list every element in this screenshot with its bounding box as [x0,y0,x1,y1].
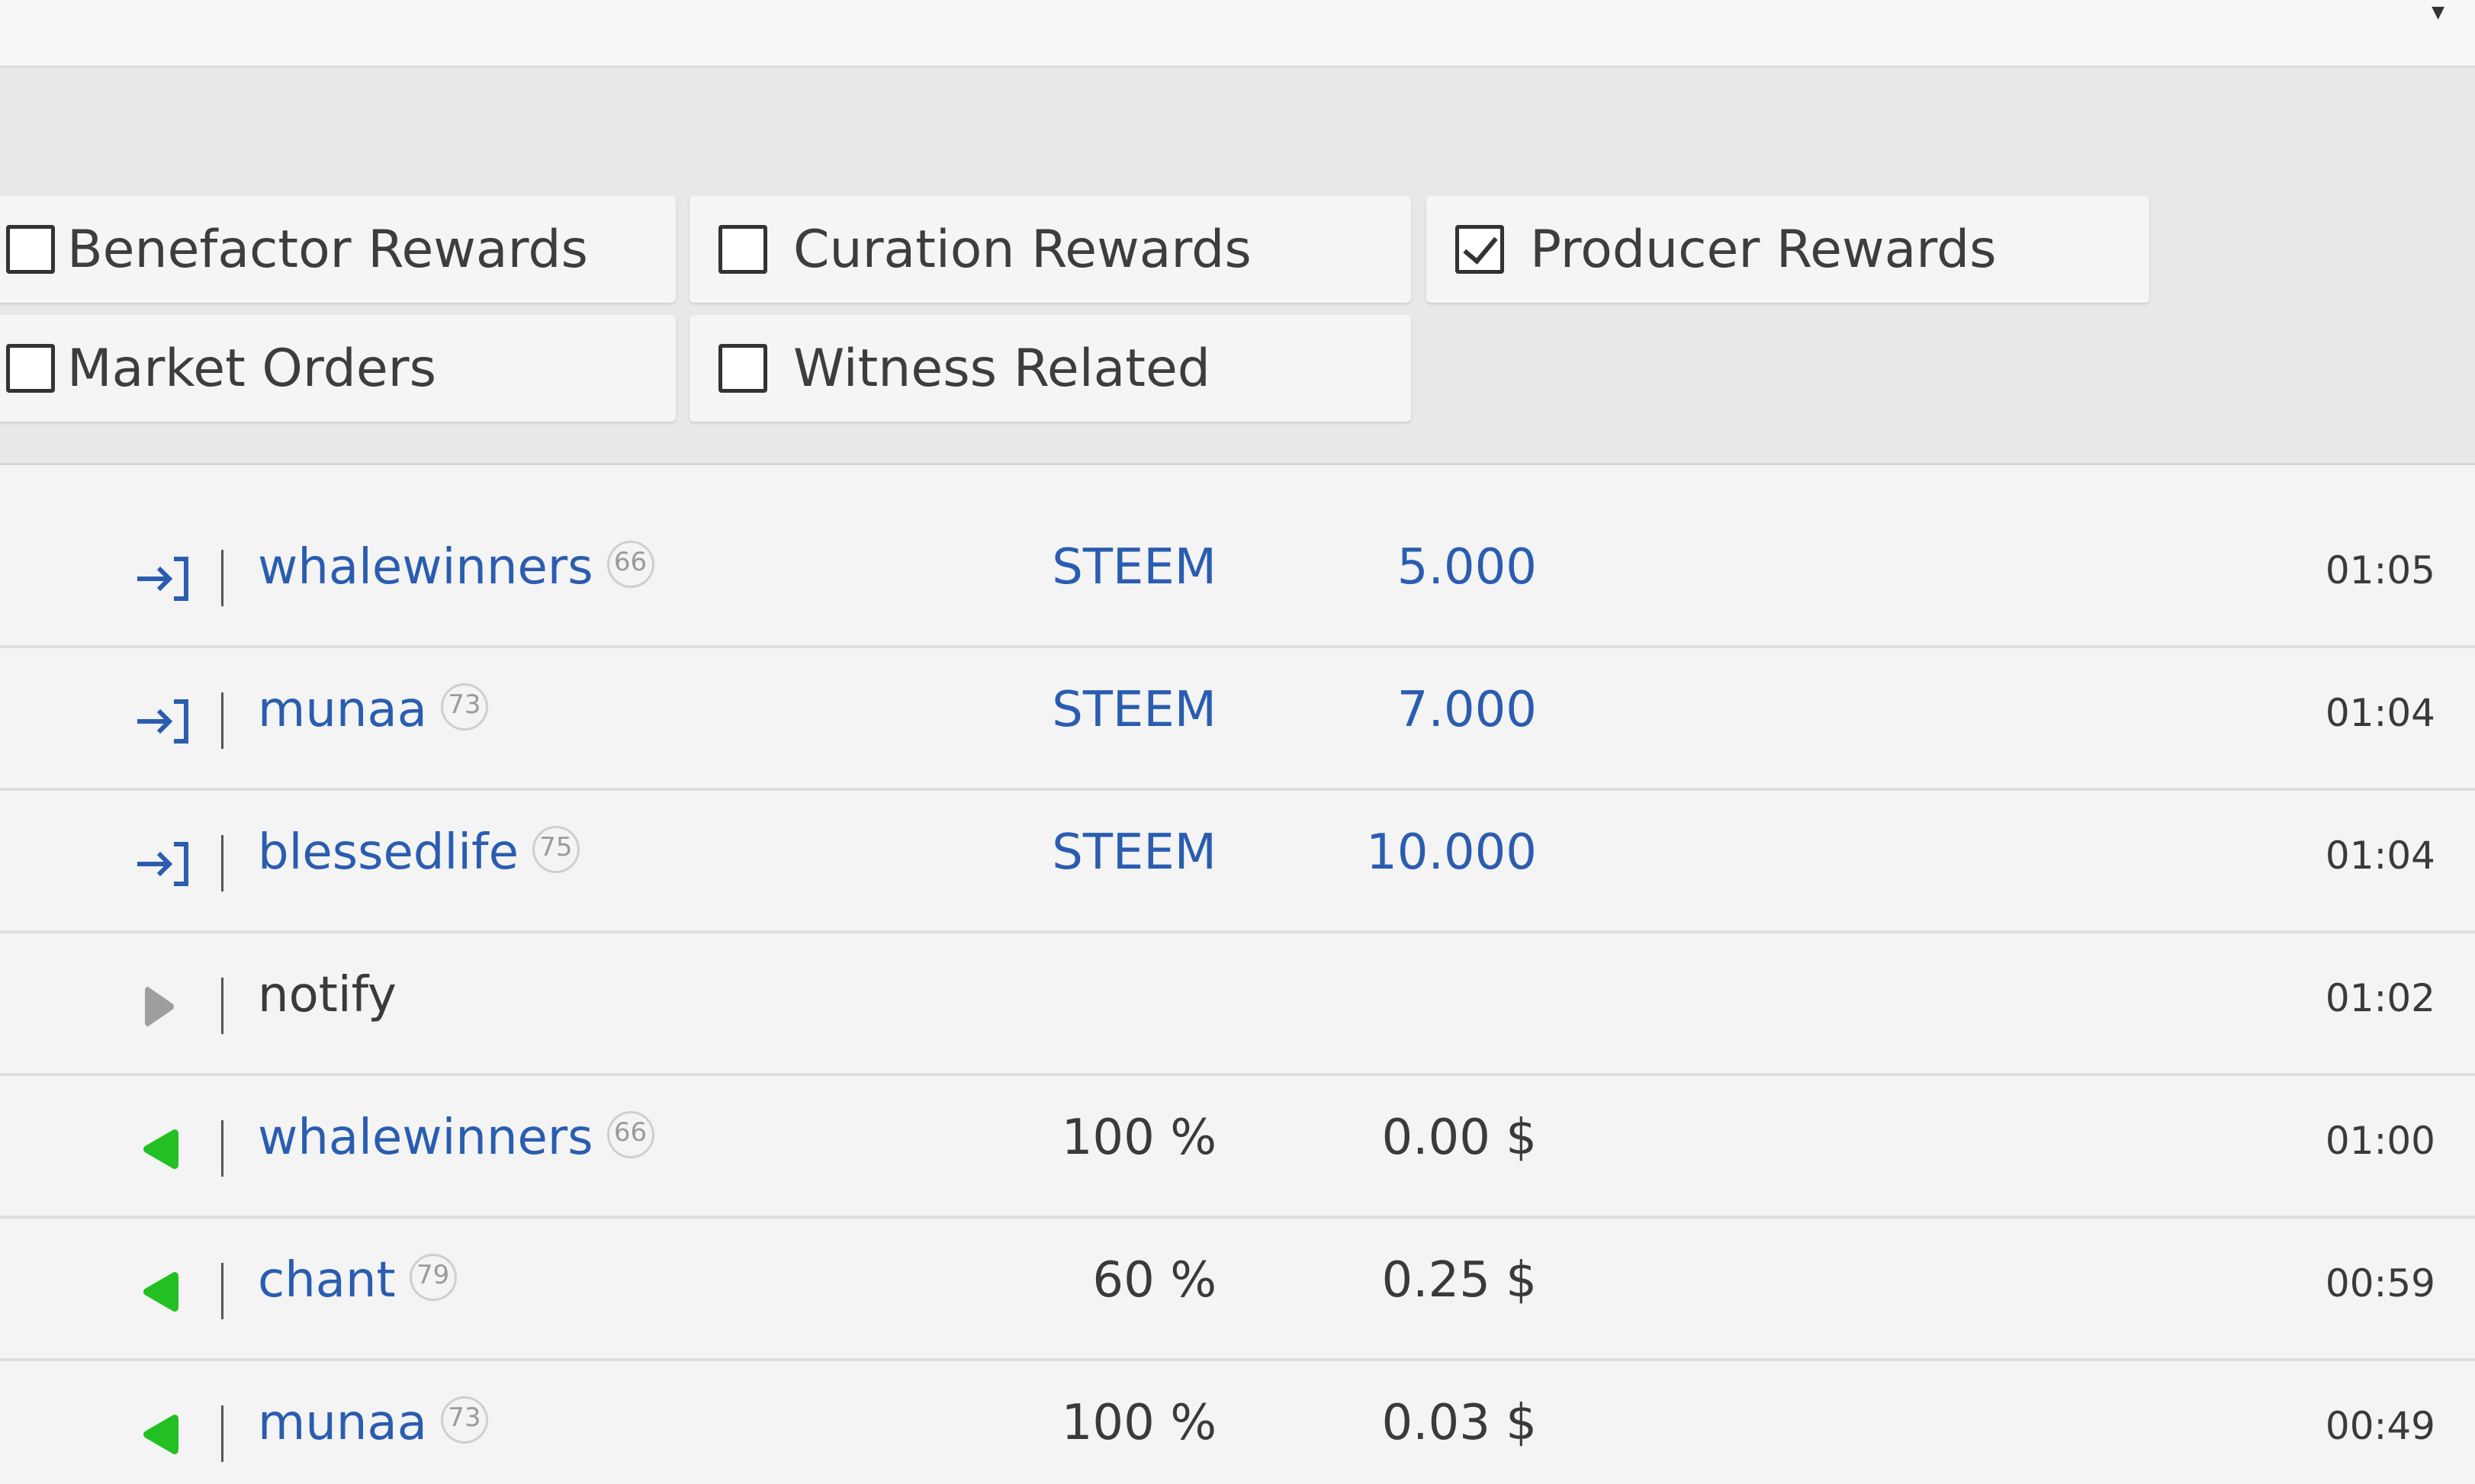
reputation-badge: 75 [532,826,580,873]
timestamp: 01:05 [2325,548,2435,593]
filter-label: Curation Rewards [793,219,1252,280]
checkbox[interactable] [718,344,767,393]
vote-value: 0.03 $ [1381,1395,1537,1451]
transfer-in-icon [137,842,188,886]
timestamp: 01:04 [2325,834,2435,878]
list-item: munaa 73 100 % 0.03 $ 00:49 [0,1361,2475,1484]
filter-label: Producer Rewards [1530,219,1997,280]
list-item: chant 79 60 % 0.25 $ 00:59 [0,1219,2475,1361]
account-link[interactable]: whalewinners 66 [258,539,654,596]
filter-benefactor-rewards[interactable]: Benefactor Rewards [0,196,676,303]
filter-curation-rewards[interactable]: Curation Rewards [689,196,1411,303]
account-link[interactable]: blessedlife 75 [258,824,580,881]
vote-left-icon [143,1272,178,1312]
vote-weight: 60 % [1092,1252,1217,1309]
filter-producer-rewards[interactable]: Producer Rewards [1426,196,2149,303]
play-right-icon [145,987,174,1026]
separator [221,550,223,606]
separator [221,1405,223,1462]
reputation-badge: 79 [409,1254,457,1301]
filter-label: Benefactor Rewards [67,219,588,280]
operation-name: notify [258,967,397,1023]
amount-value[interactable]: 10.000 [1366,824,1537,881]
list-item: notify 01:02 [0,933,2475,1076]
dropdown-arrow-icon[interactable]: ▼ [2432,3,2444,22]
timestamp: 00:59 [2325,1261,2435,1306]
filter-witness-related[interactable]: Witness Related [689,315,1411,422]
checkbox[interactable] [718,225,767,274]
asset-label[interactable]: STEEM [1052,682,1217,738]
separator [221,1120,223,1177]
timestamp: 00:49 [2325,1404,2435,1448]
account-link[interactable]: munaa 73 [258,682,488,738]
filter-panel: Benefactor Rewards Curation Rewards Prod… [0,68,2475,465]
separator [221,835,223,891]
account-link[interactable]: whalewinners 66 [258,1110,654,1166]
account-link[interactable]: munaa 73 [258,1395,488,1451]
transfer-in-icon [137,557,188,601]
reputation-badge: 66 [606,1111,654,1158]
amount-value[interactable]: 7.000 [1397,682,1537,738]
vote-value: 0.00 $ [1381,1110,1537,1166]
filter-market-orders[interactable]: Market Orders [0,315,676,422]
filter-label: Witness Related [793,338,1210,399]
timestamp: 01:02 [2325,976,2435,1020]
top-bar: ▼ [0,0,2475,68]
list-item: whalewinners 66 STEEM 5.000 01:05 [0,506,2475,648]
reputation-badge: 66 [606,541,654,588]
vote-value: 0.25 $ [1381,1252,1537,1309]
asset-label[interactable]: STEEM [1052,824,1217,881]
timestamp: 01:00 [2325,1119,2435,1163]
list-item: munaa 73 STEEM 7.000 01:04 [0,648,2475,791]
transfer-in-icon [137,699,188,744]
vote-weight: 100 % [1061,1395,1217,1451]
separator [221,978,223,1034]
list-item: blessedlife 75 STEEM 10.000 01:04 [0,791,2475,933]
asset-label[interactable]: STEEM [1052,539,1217,596]
account-link[interactable]: chant 79 [258,1252,457,1309]
vote-left-icon [143,1415,178,1454]
amount-value[interactable]: 5.000 [1397,539,1537,596]
operations-list: whalewinners 66 STEEM 5.000 01:05 munaa 73… [0,506,2475,1484]
checkbox[interactable] [6,225,55,274]
checkbox[interactable] [6,344,55,393]
separator [221,692,223,749]
vote-left-icon [143,1129,178,1169]
reputation-badge: 73 [440,1396,488,1444]
reputation-badge: 73 [440,683,488,731]
filter-label: Market Orders [67,338,437,399]
vote-weight: 100 % [1061,1110,1217,1166]
checkbox-checked[interactable] [1455,225,1504,274]
list-item: whalewinners 66 100 % 0.00 $ 01:00 [0,1076,2475,1219]
timestamp: 01:04 [2325,691,2435,735]
separator [221,1263,223,1319]
